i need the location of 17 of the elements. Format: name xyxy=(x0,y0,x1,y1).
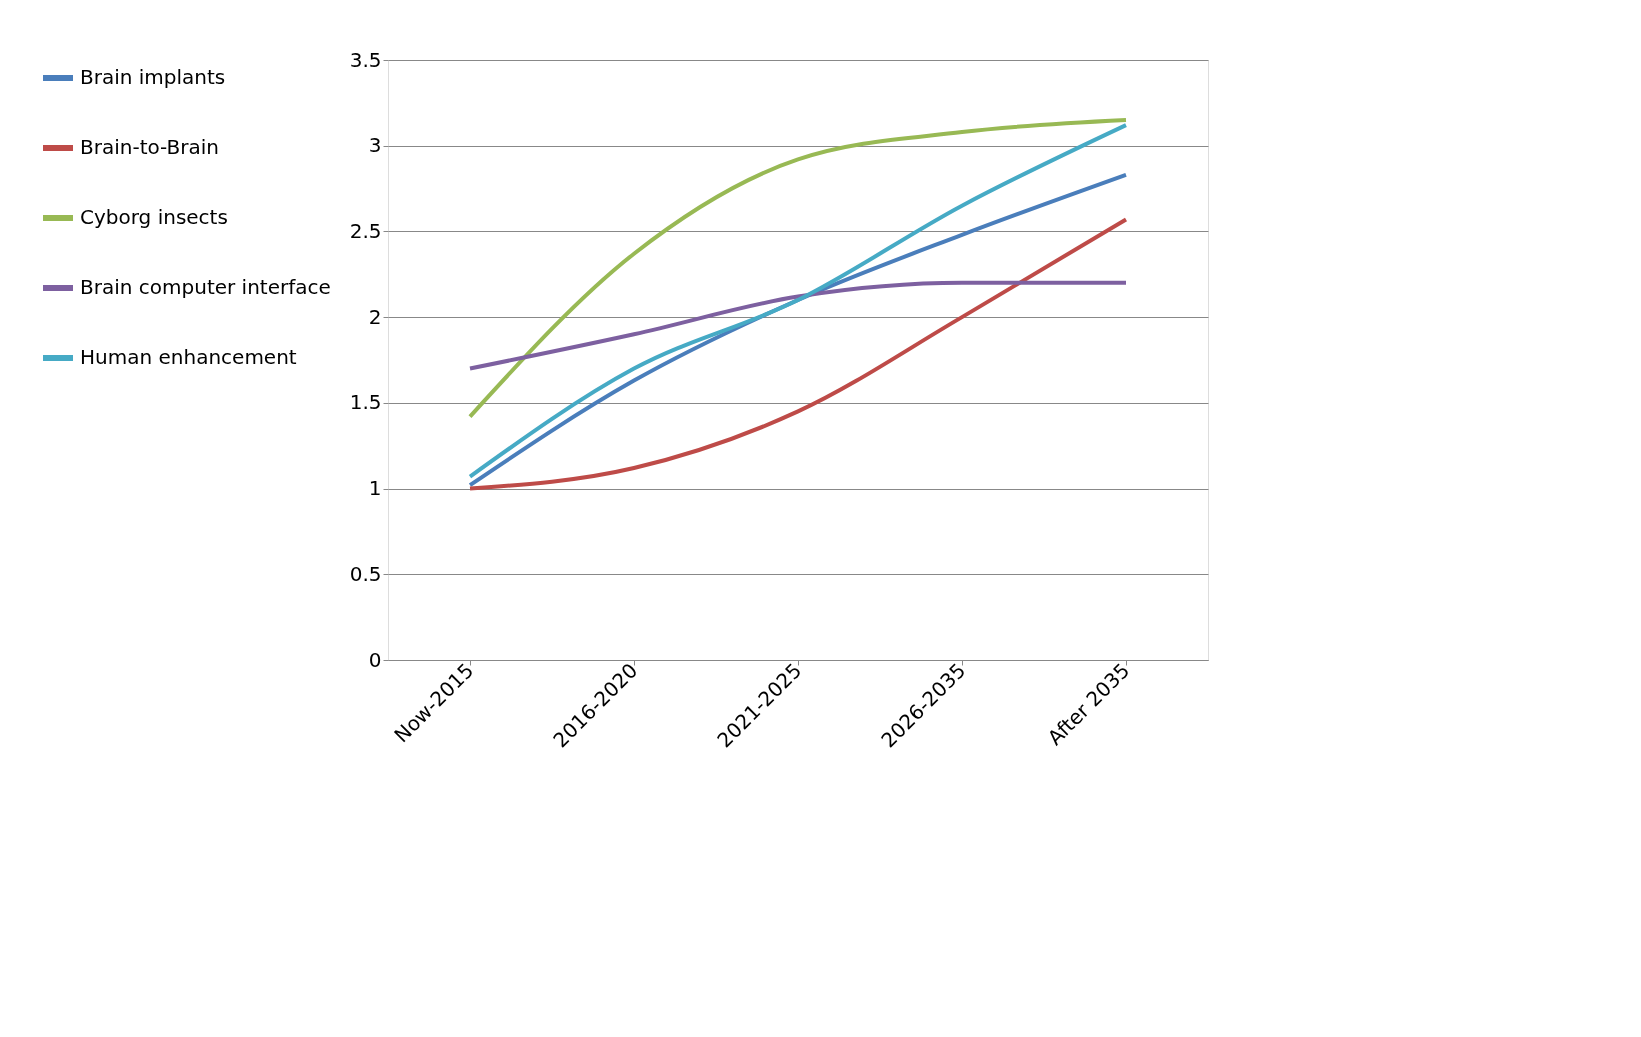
y-tick-label: 3.5 xyxy=(349,47,382,72)
line-series xyxy=(468,217,1128,491)
y-tick-label: 3 xyxy=(368,133,382,158)
legend-label: Cyborg insects xyxy=(80,205,228,229)
y-tick-label: 0.5 xyxy=(349,561,382,586)
legend-label: Brain computer interface xyxy=(80,275,331,299)
legend-label: Brain implants xyxy=(80,65,226,89)
y-tick-label: 2.5 xyxy=(349,218,382,243)
y-tick-label: 0 xyxy=(368,647,382,672)
line-series xyxy=(468,123,1128,479)
y-tick-label: 1.5 xyxy=(349,390,382,415)
line-series xyxy=(468,118,1128,419)
y-tick-label: 2 xyxy=(368,304,382,329)
legend-label: Brain-to-Brain xyxy=(80,135,220,159)
legend-label: Human enhancement xyxy=(80,345,297,369)
line-series xyxy=(468,280,1128,371)
y-tick-label: 1 xyxy=(368,476,382,501)
